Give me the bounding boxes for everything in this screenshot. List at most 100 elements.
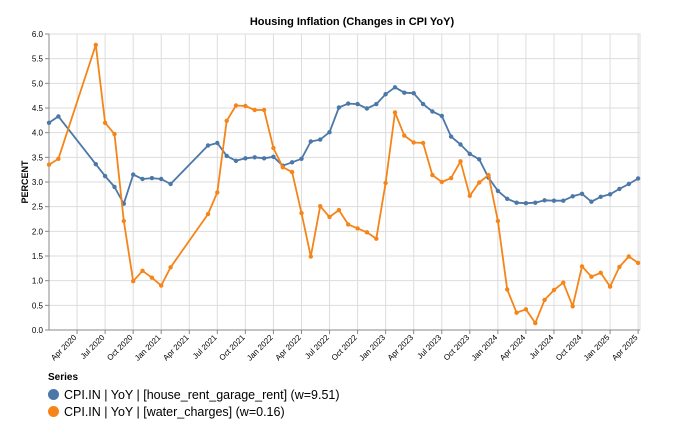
series-point-0[interactable]: [411, 91, 416, 96]
series-point-1[interactable]: [523, 307, 529, 312]
series-point-0[interactable]: [327, 130, 332, 135]
series-point-1[interactable]: [458, 159, 463, 164]
series-point-1[interactable]: [514, 310, 519, 315]
series-point-1[interactable]: [579, 264, 585, 269]
series-point-1[interactable]: [495, 218, 501, 224]
series-point-0[interactable]: [420, 101, 426, 107]
series-point-0[interactable]: [271, 154, 276, 159]
series-point-1[interactable]: [598, 270, 603, 275]
series-point-0[interactable]: [374, 101, 379, 107]
series-point-0[interactable]: [579, 191, 585, 196]
series-point-1[interactable]: [224, 118, 229, 124]
series-point-0[interactable]: [102, 173, 108, 179]
series-point-1[interactable]: [505, 287, 510, 292]
series-point-0[interactable]: [149, 175, 155, 181]
series-point-0[interactable]: [336, 105, 342, 110]
series-point-0[interactable]: [617, 186, 622, 192]
series-point-0[interactable]: [607, 192, 613, 197]
series-point-1[interactable]: [448, 175, 454, 181]
series-point-0[interactable]: [112, 184, 117, 190]
series-point-1[interactable]: [607, 284, 613, 289]
series-point-1[interactable]: [112, 131, 117, 137]
series-point-0[interactable]: [458, 142, 463, 147]
series-point-1[interactable]: [411, 140, 416, 145]
series-point-1[interactable]: [392, 110, 398, 115]
series-point-1[interactable]: [93, 42, 99, 48]
series-point-0[interactable]: [542, 198, 547, 203]
series-point-1[interactable]: [336, 207, 342, 213]
series-point-1[interactable]: [205, 211, 211, 217]
series-point-1[interactable]: [233, 103, 239, 108]
series-point-1[interactable]: [252, 107, 257, 113]
series-point-1[interactable]: [420, 140, 426, 146]
series-point-0[interactable]: [224, 153, 229, 159]
series-point-1[interactable]: [617, 264, 622, 270]
series-point-1[interactable]: [46, 162, 52, 167]
series-point-1[interactable]: [542, 297, 547, 303]
series-point-1[interactable]: [561, 280, 566, 285]
series-point-0[interactable]: [514, 200, 519, 205]
series-point-0[interactable]: [589, 199, 594, 204]
series-point-1[interactable]: [486, 172, 491, 178]
series-point-1[interactable]: [243, 103, 248, 109]
series-point-1[interactable]: [131, 279, 136, 284]
series-point-1[interactable]: [168, 265, 173, 270]
series-point-0[interactable]: [448, 134, 454, 139]
series-point-0[interactable]: [383, 92, 388, 97]
legend-item-water-charges[interactable]: CPI.IN | YoY | [water_charges] (w=0.16): [48, 403, 340, 420]
series-point-1[interactable]: [289, 169, 295, 175]
series-point-0[interactable]: [570, 194, 575, 199]
series-point-1[interactable]: [551, 287, 557, 293]
series-point-1[interactable]: [589, 274, 594, 279]
series-point-0[interactable]: [233, 158, 239, 163]
series-point-0[interactable]: [402, 90, 407, 95]
series-point-0[interactable]: [318, 137, 323, 142]
series-point-0[interactable]: [46, 120, 52, 126]
series-point-0[interactable]: [561, 198, 566, 203]
series-point-0[interactable]: [364, 106, 370, 111]
series-point-1[interactable]: [159, 283, 164, 288]
series-point-0[interactable]: [598, 194, 603, 199]
series-point-1[interactable]: [364, 230, 370, 235]
series-point-1[interactable]: [215, 190, 220, 195]
series-point-1[interactable]: [318, 204, 323, 209]
series-point-0[interactable]: [551, 198, 557, 203]
series-point-0[interactable]: [626, 181, 631, 187]
series-point-1[interactable]: [626, 254, 631, 259]
series-point-1[interactable]: [121, 218, 127, 224]
series-point-0[interactable]: [346, 101, 351, 106]
series-point-0[interactable]: [252, 155, 257, 160]
series-point-0[interactable]: [523, 201, 529, 206]
series-point-0[interactable]: [308, 139, 313, 144]
series-point-0[interactable]: [467, 151, 472, 157]
series-point-0[interactable]: [439, 113, 444, 119]
series-point-1[interactable]: [533, 320, 538, 326]
series-point-0[interactable]: [140, 176, 145, 182]
series-point-0[interactable]: [215, 140, 220, 146]
series-point-1[interactable]: [280, 165, 285, 170]
series-point-0[interactable]: [505, 196, 510, 201]
series-point-1[interactable]: [308, 254, 313, 259]
series-point-1[interactable]: [299, 210, 304, 216]
series-point-1[interactable]: [477, 180, 482, 185]
series-point-0[interactable]: [205, 143, 211, 148]
legend-item-house-rent[interactable]: CPI.IN | YoY | [house_rent_garage_rent] …: [48, 386, 340, 403]
series-point-0[interactable]: [533, 200, 538, 205]
series-point-0[interactable]: [56, 114, 61, 119]
series-point-1[interactable]: [149, 275, 155, 280]
series-point-1[interactable]: [261, 107, 267, 113]
series-point-0[interactable]: [355, 101, 360, 107]
series-point-1[interactable]: [570, 304, 575, 309]
series-point-0[interactable]: [299, 156, 304, 161]
series-point-0[interactable]: [159, 176, 164, 182]
series-point-1[interactable]: [430, 172, 435, 178]
series-point-0[interactable]: [635, 176, 641, 181]
series-point-0[interactable]: [392, 85, 398, 90]
series-point-0[interactable]: [289, 160, 295, 165]
series-point-1[interactable]: [346, 222, 351, 227]
series-point-1[interactable]: [439, 179, 444, 185]
series-point-0[interactable]: [168, 181, 173, 187]
series-point-0[interactable]: [131, 172, 136, 177]
series-point-1[interactable]: [102, 120, 108, 126]
series-point-1[interactable]: [402, 133, 407, 138]
